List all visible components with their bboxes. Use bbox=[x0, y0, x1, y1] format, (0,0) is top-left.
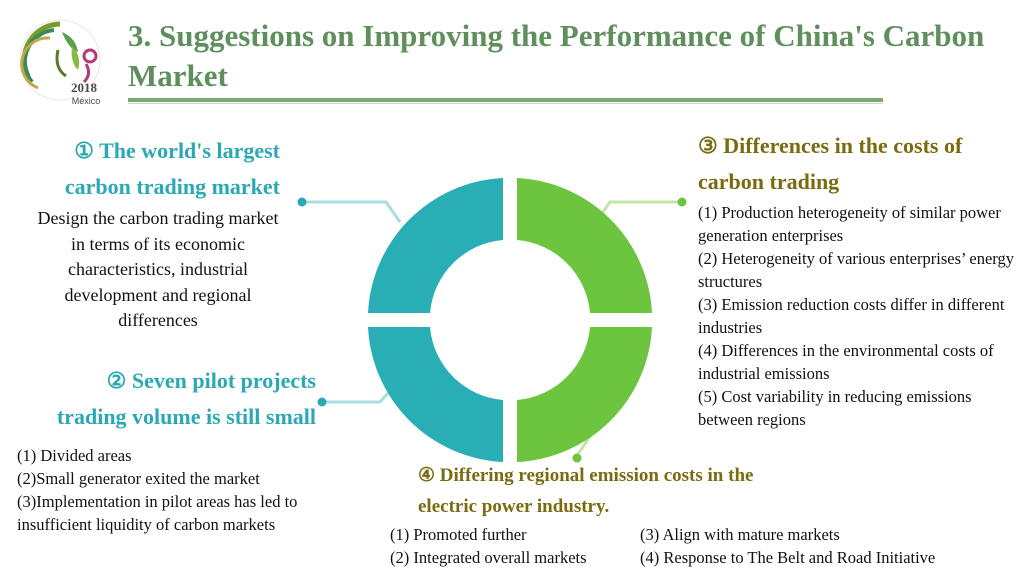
ring-quadrant-2 bbox=[368, 327, 503, 462]
list-item: (4) Response to The Belt and Road Initia… bbox=[640, 548, 936, 567]
section-2-list: (1) Divided areas (2)Small generator exi… bbox=[17, 444, 317, 536]
list-item: (3)Implementation in pilot areas has led… bbox=[17, 492, 298, 534]
list-item: (3) Align with mature markets bbox=[640, 525, 840, 544]
list-item: (5) Cost variability in reducing emissio… bbox=[698, 387, 972, 429]
list-item: (3) Emission reduction costs differ in d… bbox=[698, 295, 1005, 337]
section-4-list: (1) Promoted further (3) Align with matu… bbox=[390, 523, 1024, 569]
section-4-row-2: (2) Integrated overall markets (4) Respo… bbox=[390, 546, 1024, 569]
section-2-heading: ② Seven pilot projects trading volume is… bbox=[4, 363, 316, 435]
section-4-heading-line2: electric power industry. bbox=[418, 496, 610, 517]
list-item: (2)Small generator exited the market bbox=[17, 469, 260, 488]
section-3-heading-line2: carbon trading bbox=[698, 169, 840, 194]
section-3-list: (1) Production heterogeneity of similar … bbox=[698, 201, 1024, 431]
list-item: (2) Heterogeneity of various enterprises… bbox=[698, 249, 1014, 291]
title-underline bbox=[128, 98, 883, 102]
section-3-heading-line1: ③ Differences in the costs of bbox=[698, 133, 963, 158]
page-title: 3. Suggestions on Improving the Performa… bbox=[128, 18, 985, 93]
section-1-body: Design the carbon trading market in term… bbox=[37, 208, 279, 330]
list-item: (4) Differences in the environmental cos… bbox=[698, 341, 994, 383]
list-item: (1) Divided areas bbox=[17, 446, 132, 465]
section-2-heading-line1: ② Seven pilot projects bbox=[106, 368, 316, 393]
section-1-heading: ① The world's largest carbon trading mar… bbox=[18, 133, 280, 205]
section-2-heading-line2: trading volume is still small bbox=[56, 404, 316, 429]
quadrant-ring-diagram bbox=[368, 178, 652, 462]
section-4-heading: ④ Differing regional emission costs in t… bbox=[418, 460, 838, 522]
logo-year: 2018 bbox=[71, 80, 98, 95]
congress-logo-icon: 2018 México bbox=[19, 19, 101, 106]
section-1-heading-line2: carbon trading market bbox=[64, 174, 280, 199]
section-4-heading-line1: ④ Differing regional emission costs in t… bbox=[418, 465, 754, 486]
list-item: (2) Integrated overall markets bbox=[390, 548, 587, 567]
list-item: (1) Promoted further bbox=[390, 525, 527, 544]
list-item: (1) Production heterogeneity of similar … bbox=[698, 203, 1001, 245]
section-3-heading: ③ Differences in the costs of carbon tra… bbox=[698, 128, 1018, 200]
section-1-heading-line1: ① The world's largest bbox=[74, 138, 280, 163]
title-underline-shadow bbox=[128, 103, 883, 104]
ring-quadrant-4 bbox=[517, 327, 652, 462]
ring-quadrant-1 bbox=[368, 178, 503, 313]
logo-place: México bbox=[72, 96, 101, 106]
section-4-row-1: (1) Promoted further (3) Align with matu… bbox=[390, 523, 1024, 546]
ring-quadrant-3 bbox=[517, 178, 652, 313]
connector-s1 bbox=[297, 197, 402, 223]
